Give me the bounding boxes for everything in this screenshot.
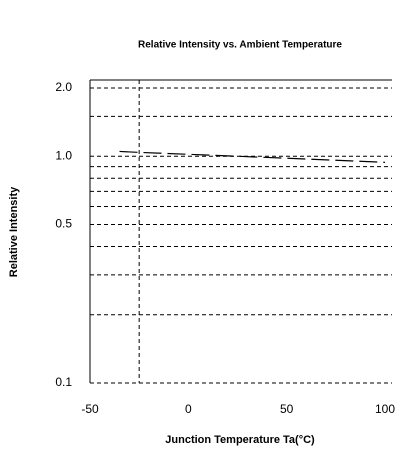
y-axis-label: Relative Intensity (8, 186, 20, 277)
series-line (119, 150, 386, 163)
chart-title: Relative Intensity vs. Ambient Temperatu… (138, 40, 342, 51)
x-tick-label: -50 (81, 402, 99, 416)
x-tick-label: 100 (375, 402, 395, 416)
y-tick-label: 2.0 (55, 80, 72, 94)
x-tick-label: 0 (185, 402, 192, 416)
x-axis-label: Junction Temperature Ta(°C) (165, 434, 315, 446)
y-tick-label: 1.0 (55, 148, 72, 162)
x-tick-label: 50 (280, 402, 294, 416)
y-tick-label: 0.1 (55, 375, 72, 389)
y-tick-label: 0.5 (55, 217, 72, 231)
